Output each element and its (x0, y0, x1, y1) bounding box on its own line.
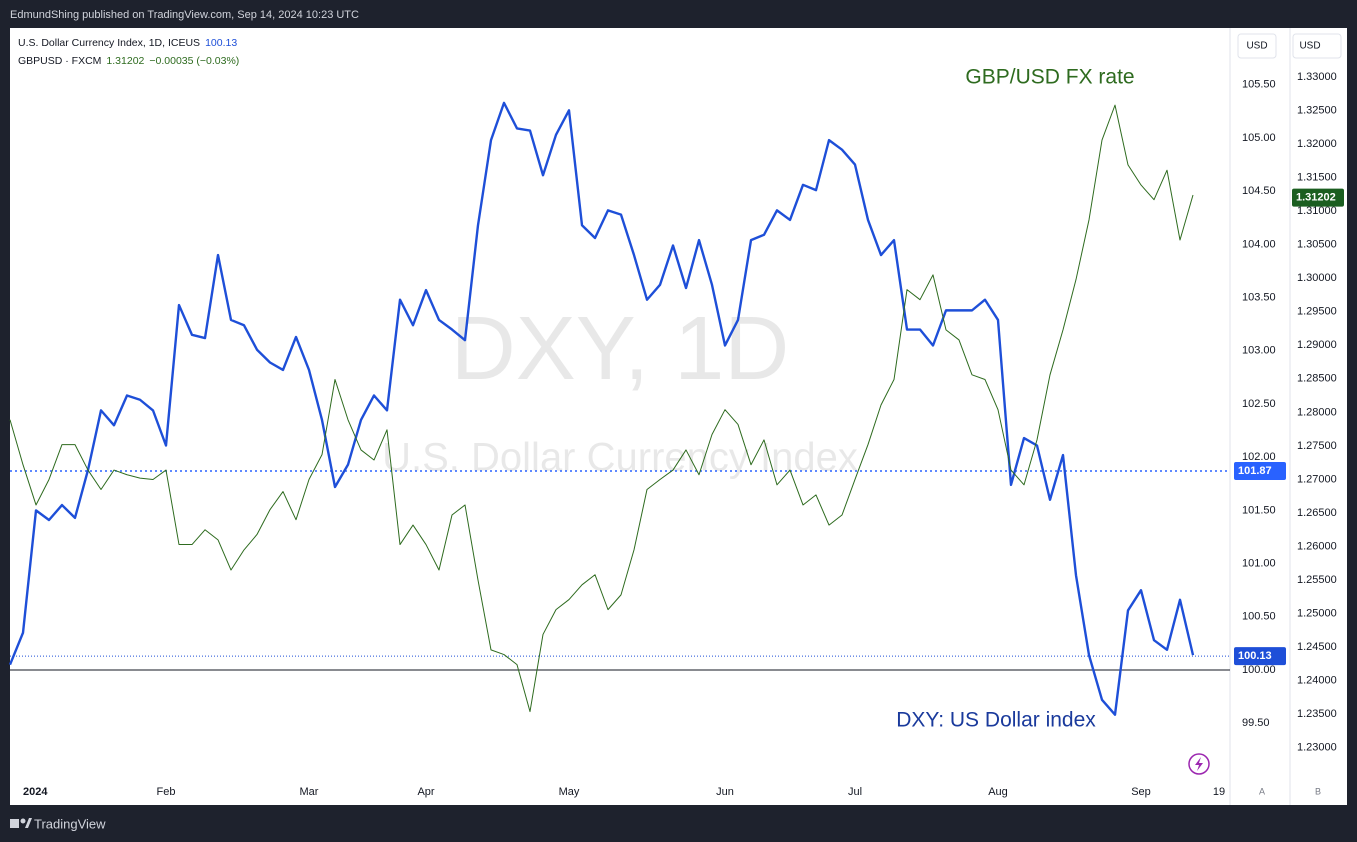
level-tag-label: 101.87 (1238, 465, 1272, 477)
y-tick-label: 105.00 (1242, 132, 1276, 144)
tv-logo (10, 818, 32, 828)
y2-tick-label: 1.32000 (1297, 138, 1337, 150)
y-tick-label: 99.50 (1242, 717, 1270, 729)
y2-tick-label: 1.29000 (1297, 339, 1337, 351)
x-tick-label: Apr (417, 786, 434, 798)
y-tick-label: 103.00 (1242, 345, 1276, 357)
y2-tick-label: 1.32500 (1297, 104, 1337, 116)
currency-label[interactable]: USD (1299, 41, 1320, 52)
y-tick-label: 100.00 (1242, 664, 1276, 676)
legend-change: −0.00035 (−0.03%) (149, 55, 239, 67)
y-tick-label: 101.00 (1242, 558, 1276, 570)
y2-tick-label: 1.26000 (1297, 540, 1337, 552)
y-tick-label: 104.50 (1242, 185, 1276, 197)
series-line (9, 104, 1194, 713)
chart-area (10, 28, 1347, 805)
x-tick-label: Jun (716, 786, 734, 798)
x-tick-label: Jul (848, 786, 862, 798)
y-tick-label: 102.00 (1242, 451, 1276, 463)
footer: TradingView (34, 816, 106, 831)
scale-button[interactable]: A (1259, 786, 1265, 796)
y2-tick-label: 1.26500 (1297, 507, 1337, 519)
currency-label[interactable]: USD (1246, 41, 1267, 52)
legend-entry: U.S. Dollar Currency Index, 1D, ICEUS 100… (18, 37, 237, 49)
x-tick-label: Sep (1131, 786, 1151, 798)
y-tick-label: 103.50 (1242, 292, 1276, 304)
x-tick-label: Mar (300, 786, 319, 798)
y2-tick-label: 1.25500 (1297, 574, 1337, 586)
y2-tick-label: 1.27000 (1297, 473, 1337, 485)
y-tick-label: 104.00 (1242, 238, 1276, 250)
watermark: DXY, 1D (451, 299, 790, 399)
x-tick-label: May (559, 786, 580, 798)
x-tick-label: Aug (988, 786, 1008, 798)
y2-tick-label: 1.31000 (1297, 205, 1337, 217)
legend-name: U.S. Dollar Currency Index, 1D, ICEUS (18, 37, 200, 49)
x-tick-label: 19 (1213, 786, 1225, 798)
legend-value: 1.31202 (106, 55, 144, 67)
y2-tick-label: 1.23000 (1297, 742, 1337, 754)
currency-button[interactable] (1292, 33, 1342, 59)
y2-tick-label: 1.33000 (1297, 71, 1337, 83)
level-tag (1234, 462, 1286, 481)
last-price-tag-label: 100.13 (1238, 650, 1272, 662)
y2-tick-label: 1.27500 (1297, 440, 1337, 452)
y2-tick-label: 1.30000 (1297, 272, 1337, 284)
y2-tick-label: 1.28500 (1297, 373, 1337, 385)
last-price-tag (1292, 188, 1344, 207)
legend-name: GBPUSD · FXCM (18, 55, 101, 67)
y2-tick-label: 1.23500 (1297, 708, 1337, 720)
y-tick-label: 100.50 (1242, 611, 1276, 623)
currency-button[interactable] (1237, 33, 1277, 59)
annotation: GBP/USD FX rate (965, 66, 1134, 89)
y2-tick-label: 1.31500 (1297, 171, 1337, 183)
y-tick-label: 102.50 (1242, 398, 1276, 410)
scale-button[interactable]: B (1315, 786, 1321, 796)
y-tick-label: 105.50 (1242, 79, 1276, 91)
y-tick-label: 101.50 (1242, 504, 1276, 516)
x-tick-label: Feb (157, 786, 176, 798)
x-tick-label: 2024 (23, 786, 48, 798)
y2-tick-label: 1.28000 (1297, 406, 1337, 418)
header: EdmundShing published on TradingView.com… (10, 9, 359, 21)
annotation: DXY: US Dollar index (896, 709, 1096, 732)
y2-tick-label: 1.24000 (1297, 675, 1337, 687)
last-price-tag (1234, 647, 1286, 666)
watermark: U.S. Dollar Currency Index (382, 436, 858, 480)
y2-tick-label: 1.24500 (1297, 641, 1337, 653)
last-price-tag-label: 1.31202 (1296, 191, 1336, 203)
y2-tick-label: 1.25000 (1297, 608, 1337, 620)
series-line (8, 101, 1195, 716)
alert-icon[interactable] (1188, 753, 1210, 775)
y2-tick-label: 1.29500 (1297, 306, 1337, 318)
y2-tick-label: 1.30500 (1297, 239, 1337, 251)
legend-entry: GBPUSD · FXCM 1.31202 −0.00035 (−0.03%) (18, 55, 239, 67)
legend-value: 100.13 (205, 37, 237, 49)
